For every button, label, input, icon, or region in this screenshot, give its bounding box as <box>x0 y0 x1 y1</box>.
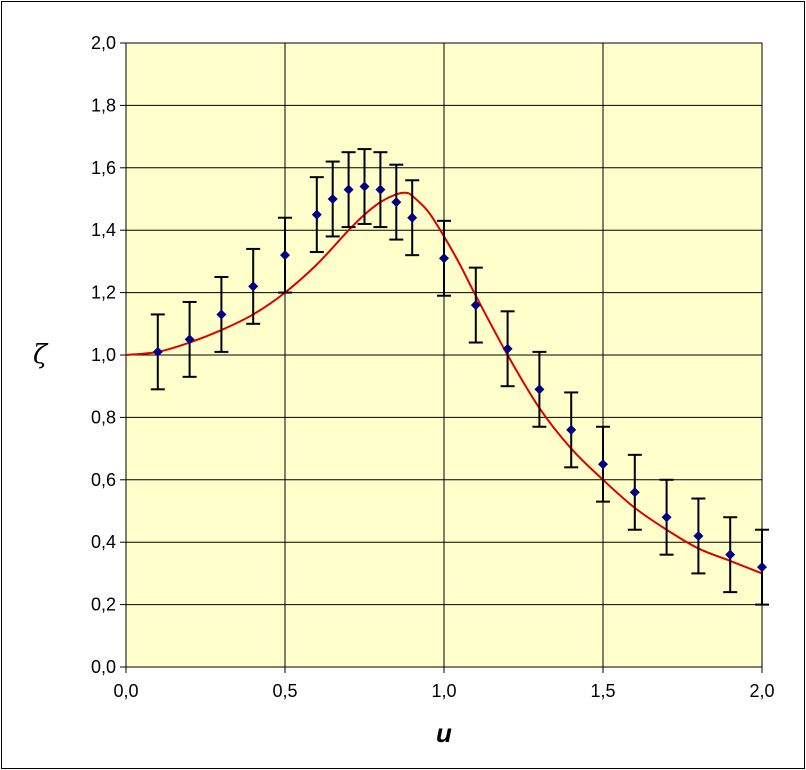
y-axis-label: ζ <box>33 340 49 370</box>
data-point-group <box>564 391 579 469</box>
data-point-group <box>437 219 451 297</box>
data-point <box>391 197 402 208</box>
y-tick-label: 0,8 <box>91 407 116 427</box>
data-point-group <box>357 148 372 225</box>
x-axis-label: u <box>436 718 452 748</box>
y-tick-label: 0,6 <box>91 470 116 490</box>
fit-curve <box>125 191 763 575</box>
data-point-group <box>659 478 674 556</box>
y-tick-label: 2,0 <box>91 33 116 53</box>
data-point <box>216 309 227 320</box>
data-point <box>661 512 672 523</box>
data-point-group <box>596 425 610 503</box>
data-point-group <box>500 310 515 388</box>
data-point <box>598 459 608 470</box>
x-tick-label: 0,0 <box>113 681 138 701</box>
x-tick-label: 1,5 <box>590 681 615 701</box>
data-point-group <box>214 276 229 353</box>
data-point-group <box>691 497 706 575</box>
data-point <box>566 424 577 435</box>
fit-curve-layer <box>125 191 763 575</box>
y-tick-label: 0,4 <box>91 532 116 552</box>
data-point <box>343 184 354 195</box>
x-tick-label: 1,0 <box>431 681 456 701</box>
y-tick-label: 1,0 <box>91 345 116 365</box>
data-point <box>375 184 386 195</box>
data-point-group <box>468 266 483 344</box>
data-point <box>327 194 338 204</box>
data-point <box>359 181 370 192</box>
data-point <box>470 300 481 311</box>
data-point-group <box>246 247 261 325</box>
data-point-group <box>341 151 356 229</box>
data-point <box>407 212 418 223</box>
data-point-group <box>405 179 420 257</box>
data-point <box>693 530 704 541</box>
data-point-group <box>150 313 165 391</box>
data-point-group <box>182 300 197 378</box>
y-tick-label: 0,2 <box>91 595 116 615</box>
y-tick-label: 1,2 <box>91 283 116 303</box>
data-point-group <box>755 528 769 606</box>
data-point-group <box>373 151 388 229</box>
data-point-group <box>325 160 340 238</box>
data-points-layer <box>150 148 769 606</box>
y-tick-label: 0,0 <box>91 657 116 677</box>
data-point <box>757 562 767 573</box>
data-point <box>184 334 195 345</box>
data-point <box>534 384 545 395</box>
data-point <box>152 346 163 357</box>
y-tick-label: 1,6 <box>91 158 116 178</box>
data-point <box>629 487 640 498</box>
data-point <box>248 281 259 292</box>
data-point <box>502 343 513 354</box>
data-point-group <box>309 176 324 254</box>
data-point-group <box>389 163 404 241</box>
x-tick-label: 2,0 <box>749 681 774 701</box>
data-point <box>280 250 290 261</box>
data-point <box>311 209 322 220</box>
data-point-group <box>532 350 547 428</box>
x-tick-label: 0,5 <box>272 681 297 701</box>
y-tick-label: 1,8 <box>91 95 116 115</box>
data-point-group <box>627 453 642 531</box>
data-point <box>439 253 449 264</box>
data-point-group <box>723 516 738 594</box>
tick-labels: 0,0 0,2 0,4 0,6 0,8 1,0 1,2 1,4 1,6 1,8 2,0 0,0 0,5 1… <box>91 33 775 701</box>
y-tick-label: 1,4 <box>91 220 116 240</box>
data-point <box>725 549 736 560</box>
data-point-group <box>278 216 292 294</box>
